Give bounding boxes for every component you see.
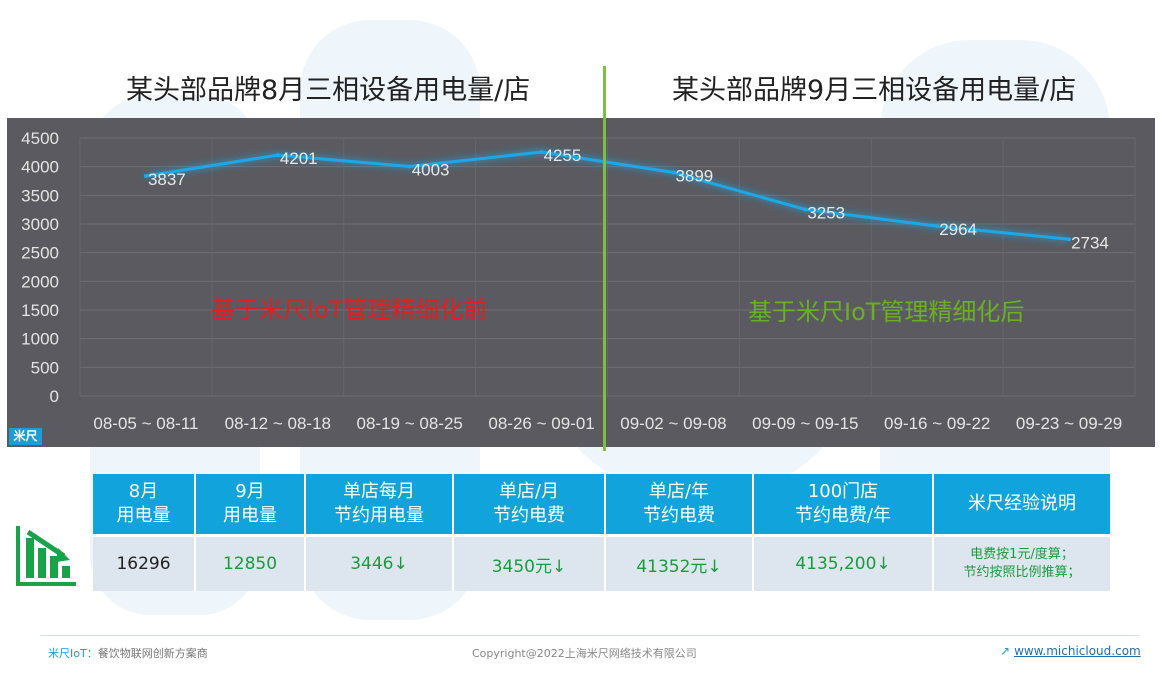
table-header-row: 8月 用电量 9月 用电量 单店每月 节约用电量 单店/月 节约电费 单店/年 … xyxy=(93,474,1112,536)
y-tick-label: 1000 xyxy=(21,330,59,349)
y-tick-label: 2500 xyxy=(21,244,59,263)
data-label: 4201 xyxy=(280,149,318,168)
chart-title-september: 某头部品牌9月三相设备用电量/店 xyxy=(672,75,1077,106)
y-tick-label: 1500 xyxy=(21,301,59,320)
x-tick-label: 09-09 ~ 09-15 xyxy=(752,414,858,433)
footer-tagline-text: 餐饮物联网创新方案商 xyxy=(97,647,208,660)
x-tick-label: 08-19 ~ 08-25 xyxy=(357,414,463,433)
data-label: 3899 xyxy=(675,166,713,185)
michi-logo-badge: 米尺 xyxy=(9,428,42,445)
month-divider xyxy=(603,66,606,451)
x-tick-label: 08-05 ~ 08-11 xyxy=(93,414,198,433)
data-label: 2734 xyxy=(1071,233,1109,252)
y-tick-label: 4000 xyxy=(21,158,59,177)
header-notes: 米尺经验说明 xyxy=(933,474,1112,536)
cell-yearly-saving-cost: 41352元↓ xyxy=(605,534,754,591)
header-sep-usage: 9月 用电量 xyxy=(195,474,306,536)
footer-link[interactable]: ↗ www.michicloud.com xyxy=(1000,644,1141,658)
cell-notes: 电费按1元/度算； 节约按照比例推算； xyxy=(933,534,1112,591)
line-chart: 0 500 1000 1500 2000 2500 3000 3500 4000 4500 08-… xyxy=(21,129,1136,433)
data-label: 4003 xyxy=(412,160,450,179)
footer-copyright: Copyright@2022上海米尺网络技术有限公司 xyxy=(472,647,697,660)
cell-100-stores-saving: 4135,200↓ xyxy=(753,534,934,591)
footer-tagline: 米尺IoT：餐饮物联网创新方案商 xyxy=(48,645,208,661)
data-point xyxy=(539,150,544,155)
cell-sep-usage: 12850 xyxy=(195,534,306,591)
y-tick-label: 2000 xyxy=(21,272,59,291)
header-aug-usage: 8月 用电量 xyxy=(93,474,196,536)
table-row: 16296 12850 3446↓ 3450元↓ 41352元↓ 4135,20… xyxy=(93,534,1112,591)
y-tick-label: 500 xyxy=(31,358,59,377)
bar-chart-down-icon xyxy=(16,526,76,586)
footer-link-text[interactable]: www.michicloud.com xyxy=(1014,644,1141,658)
y-tick-label: 0 xyxy=(50,387,59,406)
cell-monthly-saving-cost: 3450元↓ xyxy=(453,534,606,591)
header-monthly-saving-cost: 单店/月 节约电费 xyxy=(453,474,606,536)
footer-brand: 米尺IoT： xyxy=(48,647,98,660)
header-yearly-saving-cost: 单店/年 节约电费 xyxy=(605,474,754,536)
savings-table: 8月 用电量 9月 用电量 单店每月 节约用电量 单店/月 节约电费 单店/年 … xyxy=(93,474,1112,591)
data-label: 2964 xyxy=(939,220,977,239)
external-link-arrow-icon: ↗ xyxy=(1000,644,1011,658)
x-tick-label: 08-12 ~ 08-18 xyxy=(225,414,331,433)
header-100-stores-saving: 100门店 节约电费/年 xyxy=(753,474,934,536)
cell-monthly-saving-kwh: 3446↓ xyxy=(305,534,454,591)
chart-title-august: 某头部品牌8月三相设备用电量/店 xyxy=(126,75,531,106)
x-tick-label: 09-16 ~ 09-22 xyxy=(884,414,990,433)
x-tick-label: 09-02 ~ 09-08 xyxy=(620,414,726,433)
y-tick-label: 3000 xyxy=(21,215,59,234)
data-label: 4255 xyxy=(544,146,582,165)
footer-divider xyxy=(40,635,1140,636)
data-label: 3837 xyxy=(148,170,186,189)
data-label: 3253 xyxy=(807,203,845,222)
annotation-before: 基于米尺IoT管理精细化前 xyxy=(211,296,488,324)
x-tick-label: 09-23 ~ 09-29 xyxy=(1016,414,1122,433)
y-tick-label: 3500 xyxy=(21,186,59,205)
header-monthly-saving-kwh: 单店每月 节约用电量 xyxy=(305,474,454,536)
x-tick-label: 08-26 ~ 09-01 xyxy=(488,414,594,433)
cell-aug-usage: 16296 xyxy=(93,534,196,591)
annotation-after: 基于米尺IoT管理精细化后 xyxy=(748,298,1025,326)
data-point xyxy=(275,153,280,158)
y-tick-label: 4500 xyxy=(21,129,59,148)
